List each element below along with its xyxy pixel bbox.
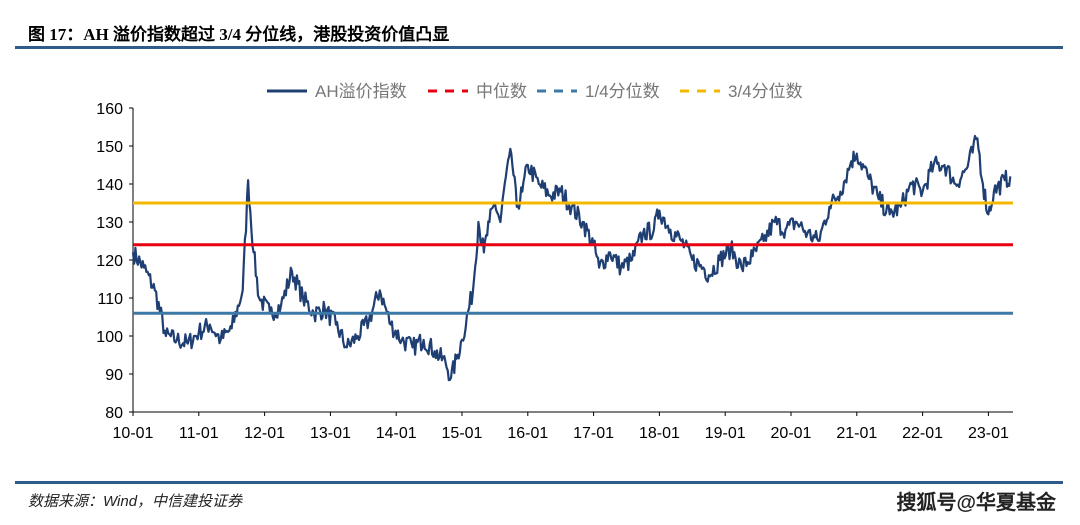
x-tick-label: 10-01 bbox=[113, 425, 154, 442]
y-tick-label: 100 bbox=[96, 329, 123, 346]
y-tick-label: 110 bbox=[97, 291, 123, 308]
y-tick-label: 150 bbox=[96, 139, 123, 156]
watermark: 搜狐号@华夏基金 bbox=[896, 492, 1056, 514]
x-tick-label: 17-01 bbox=[573, 425, 614, 442]
x-tick-label: 12-01 bbox=[244, 425, 285, 442]
x-tick-label: 11-01 bbox=[179, 425, 219, 442]
y-tick-label: 80 bbox=[105, 405, 123, 422]
bottom-divider bbox=[15, 481, 1063, 484]
x-tick-label: 14-01 bbox=[376, 425, 417, 442]
ah-premium-line bbox=[131, 134, 1012, 382]
x-tick-label: 21-01 bbox=[836, 425, 877, 442]
x-tick-label: 20-01 bbox=[771, 425, 812, 442]
x-tick-label: 22-01 bbox=[902, 425, 943, 442]
legend-label: 1/4分位数 bbox=[585, 82, 660, 101]
top-divider bbox=[15, 46, 1063, 49]
source-note: 数据来源：Wind，中信建投证券 bbox=[28, 493, 243, 510]
y-tick-label: 140 bbox=[96, 177, 123, 194]
legend-label: 中位数 bbox=[476, 82, 527, 101]
y-tick-label: 130 bbox=[96, 215, 123, 232]
x-tick-label: 13-01 bbox=[310, 425, 351, 442]
y-tick-label: 160 bbox=[96, 101, 123, 118]
x-tick-label: 23-01 bbox=[968, 425, 1009, 442]
x-tick-label: 16-01 bbox=[507, 425, 548, 442]
legend-label: 3/4分位数 bbox=[728, 82, 803, 101]
y-tick-label: 90 bbox=[105, 367, 123, 384]
figure-title: 图 17：AH 溢价指数超过 3/4 分位线，港股投资价值凸显 bbox=[28, 25, 450, 44]
x-tick-label: 15-01 bbox=[442, 425, 483, 442]
x-tick-label: 19-01 bbox=[705, 425, 746, 442]
y-tick-label: 120 bbox=[96, 253, 123, 270]
legend-label: AH溢价指数 bbox=[315, 82, 407, 101]
x-tick-label: 18-01 bbox=[639, 425, 680, 442]
